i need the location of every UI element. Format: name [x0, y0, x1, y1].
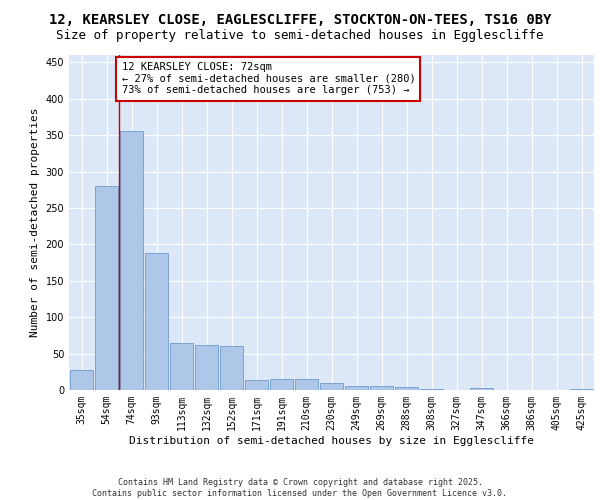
Bar	[344, 386, 368, 390]
Bar	[295, 379, 319, 390]
Text: 12 KEARSLEY CLOSE: 72sqm
← 27% of semi-detached houses are smaller (280)
73% of : 12 KEARSLEY CLOSE: 72sqm ← 27% of semi-d…	[121, 62, 415, 96]
Bar	[395, 387, 418, 390]
Bar	[269, 379, 293, 390]
Bar	[569, 388, 593, 390]
Bar	[245, 380, 268, 390]
Bar	[320, 382, 343, 390]
Bar	[145, 253, 169, 390]
Text: Contains HM Land Registry data © Crown copyright and database right 2025.
Contai: Contains HM Land Registry data © Crown c…	[92, 478, 508, 498]
Bar	[95, 186, 118, 390]
Bar	[70, 370, 94, 390]
Y-axis label: Number of semi-detached properties: Number of semi-detached properties	[30, 108, 40, 337]
Bar	[170, 342, 193, 390]
Bar	[194, 345, 218, 390]
Bar	[370, 386, 394, 390]
Bar	[220, 346, 244, 390]
Bar	[119, 132, 143, 390]
Text: Size of property relative to semi-detached houses in Egglescliffe: Size of property relative to semi-detach…	[56, 29, 544, 42]
Bar	[470, 388, 493, 390]
X-axis label: Distribution of semi-detached houses by size in Egglescliffe: Distribution of semi-detached houses by …	[129, 436, 534, 446]
Text: 12, KEARSLEY CLOSE, EAGLESCLIFFE, STOCKTON-ON-TEES, TS16 0BY: 12, KEARSLEY CLOSE, EAGLESCLIFFE, STOCKT…	[49, 12, 551, 26]
